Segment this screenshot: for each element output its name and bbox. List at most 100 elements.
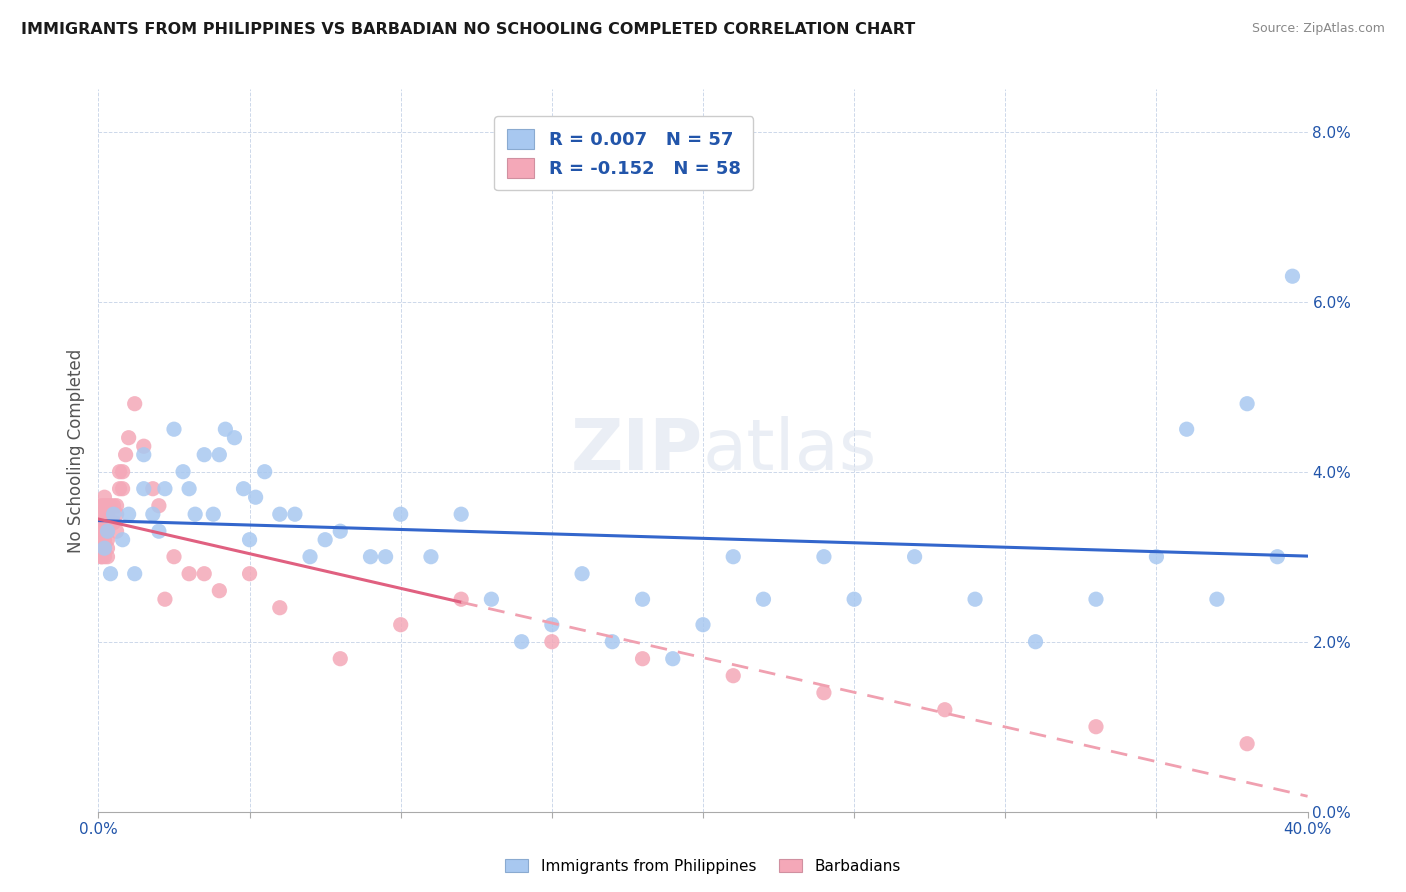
Point bbox=[90, 533, 112, 547]
Point bbox=[571, 566, 593, 581]
Point bbox=[111, 533, 134, 547]
Point bbox=[245, 490, 267, 504]
Point bbox=[540, 634, 562, 648]
Point bbox=[481, 592, 503, 607]
Text: ZIP: ZIP bbox=[571, 416, 703, 485]
Point bbox=[118, 431, 141, 445]
Text: Source: ZipAtlas.com: Source: ZipAtlas.com bbox=[1251, 22, 1385, 36]
Point bbox=[114, 448, 136, 462]
Point bbox=[96, 507, 118, 521]
Point bbox=[124, 566, 146, 581]
Text: atlas: atlas bbox=[703, 416, 877, 485]
Point bbox=[132, 482, 155, 496]
Point bbox=[813, 686, 835, 700]
Point bbox=[389, 617, 412, 632]
Point bbox=[224, 431, 246, 445]
Legend: R = 0.007   N = 57, R = -0.152   N = 58: R = 0.007 N = 57, R = -0.152 N = 58 bbox=[495, 116, 754, 190]
Point bbox=[904, 549, 927, 564]
Point bbox=[96, 524, 118, 539]
Point bbox=[111, 465, 134, 479]
Point bbox=[450, 592, 472, 607]
Point bbox=[111, 482, 134, 496]
Point bbox=[1085, 720, 1108, 734]
Point bbox=[90, 541, 112, 556]
Point bbox=[214, 422, 236, 436]
Point bbox=[90, 524, 112, 539]
Point bbox=[253, 465, 276, 479]
Point bbox=[132, 439, 155, 453]
Point bbox=[631, 592, 654, 607]
Point bbox=[179, 482, 201, 496]
Point bbox=[1267, 549, 1289, 564]
Point bbox=[96, 524, 118, 539]
Point bbox=[93, 490, 115, 504]
Point bbox=[965, 592, 987, 607]
Point bbox=[172, 465, 194, 479]
Point bbox=[934, 703, 956, 717]
Point bbox=[1175, 422, 1198, 436]
Point bbox=[93, 516, 115, 530]
Point bbox=[163, 422, 186, 436]
Point bbox=[184, 507, 207, 521]
Point bbox=[90, 549, 112, 564]
Point bbox=[93, 549, 115, 564]
Point bbox=[100, 499, 122, 513]
Point bbox=[105, 524, 128, 539]
Point bbox=[269, 507, 291, 521]
Point bbox=[93, 541, 115, 556]
Text: IMMIGRANTS FROM PHILIPPINES VS BARBADIAN NO SCHOOLING COMPLETED CORRELATION CHAR: IMMIGRANTS FROM PHILIPPINES VS BARBADIAN… bbox=[21, 22, 915, 37]
Point bbox=[1085, 592, 1108, 607]
Point bbox=[1144, 549, 1167, 564]
Point bbox=[163, 549, 186, 564]
Point bbox=[100, 516, 122, 530]
Point bbox=[93, 499, 115, 513]
Point bbox=[179, 566, 201, 581]
Point bbox=[602, 634, 624, 648]
Point bbox=[540, 617, 562, 632]
Point bbox=[723, 549, 745, 564]
Point bbox=[692, 617, 714, 632]
Y-axis label: No Schooling Completed: No Schooling Completed bbox=[66, 349, 84, 552]
Point bbox=[1236, 737, 1258, 751]
Legend: Immigrants from Philippines, Barbadians: Immigrants from Philippines, Barbadians bbox=[499, 853, 907, 880]
Point bbox=[93, 524, 115, 539]
Point bbox=[108, 465, 131, 479]
Point bbox=[105, 507, 128, 521]
Point bbox=[153, 592, 176, 607]
Point bbox=[661, 651, 683, 665]
Point bbox=[239, 566, 262, 581]
Point bbox=[96, 499, 118, 513]
Point bbox=[108, 482, 131, 496]
Point bbox=[96, 549, 118, 564]
Point bbox=[1281, 269, 1303, 284]
Point bbox=[510, 634, 533, 648]
Point bbox=[360, 549, 382, 564]
Point bbox=[132, 448, 155, 462]
Point bbox=[105, 499, 128, 513]
Point bbox=[374, 549, 396, 564]
Point bbox=[813, 549, 835, 564]
Point bbox=[153, 482, 176, 496]
Point bbox=[193, 448, 215, 462]
Point bbox=[142, 482, 165, 496]
Point bbox=[90, 507, 112, 521]
Point bbox=[118, 507, 141, 521]
Point bbox=[420, 549, 443, 564]
Point bbox=[450, 507, 472, 521]
Point bbox=[389, 507, 412, 521]
Point bbox=[124, 397, 146, 411]
Point bbox=[90, 499, 112, 513]
Point bbox=[844, 592, 866, 607]
Point bbox=[314, 533, 336, 547]
Point bbox=[103, 499, 125, 513]
Point bbox=[284, 507, 307, 521]
Point bbox=[232, 482, 254, 496]
Point bbox=[96, 533, 118, 547]
Point bbox=[723, 669, 745, 683]
Point bbox=[208, 448, 231, 462]
Point bbox=[269, 600, 291, 615]
Point bbox=[329, 524, 352, 539]
Point bbox=[90, 541, 112, 556]
Point bbox=[1206, 592, 1229, 607]
Point bbox=[299, 549, 322, 564]
